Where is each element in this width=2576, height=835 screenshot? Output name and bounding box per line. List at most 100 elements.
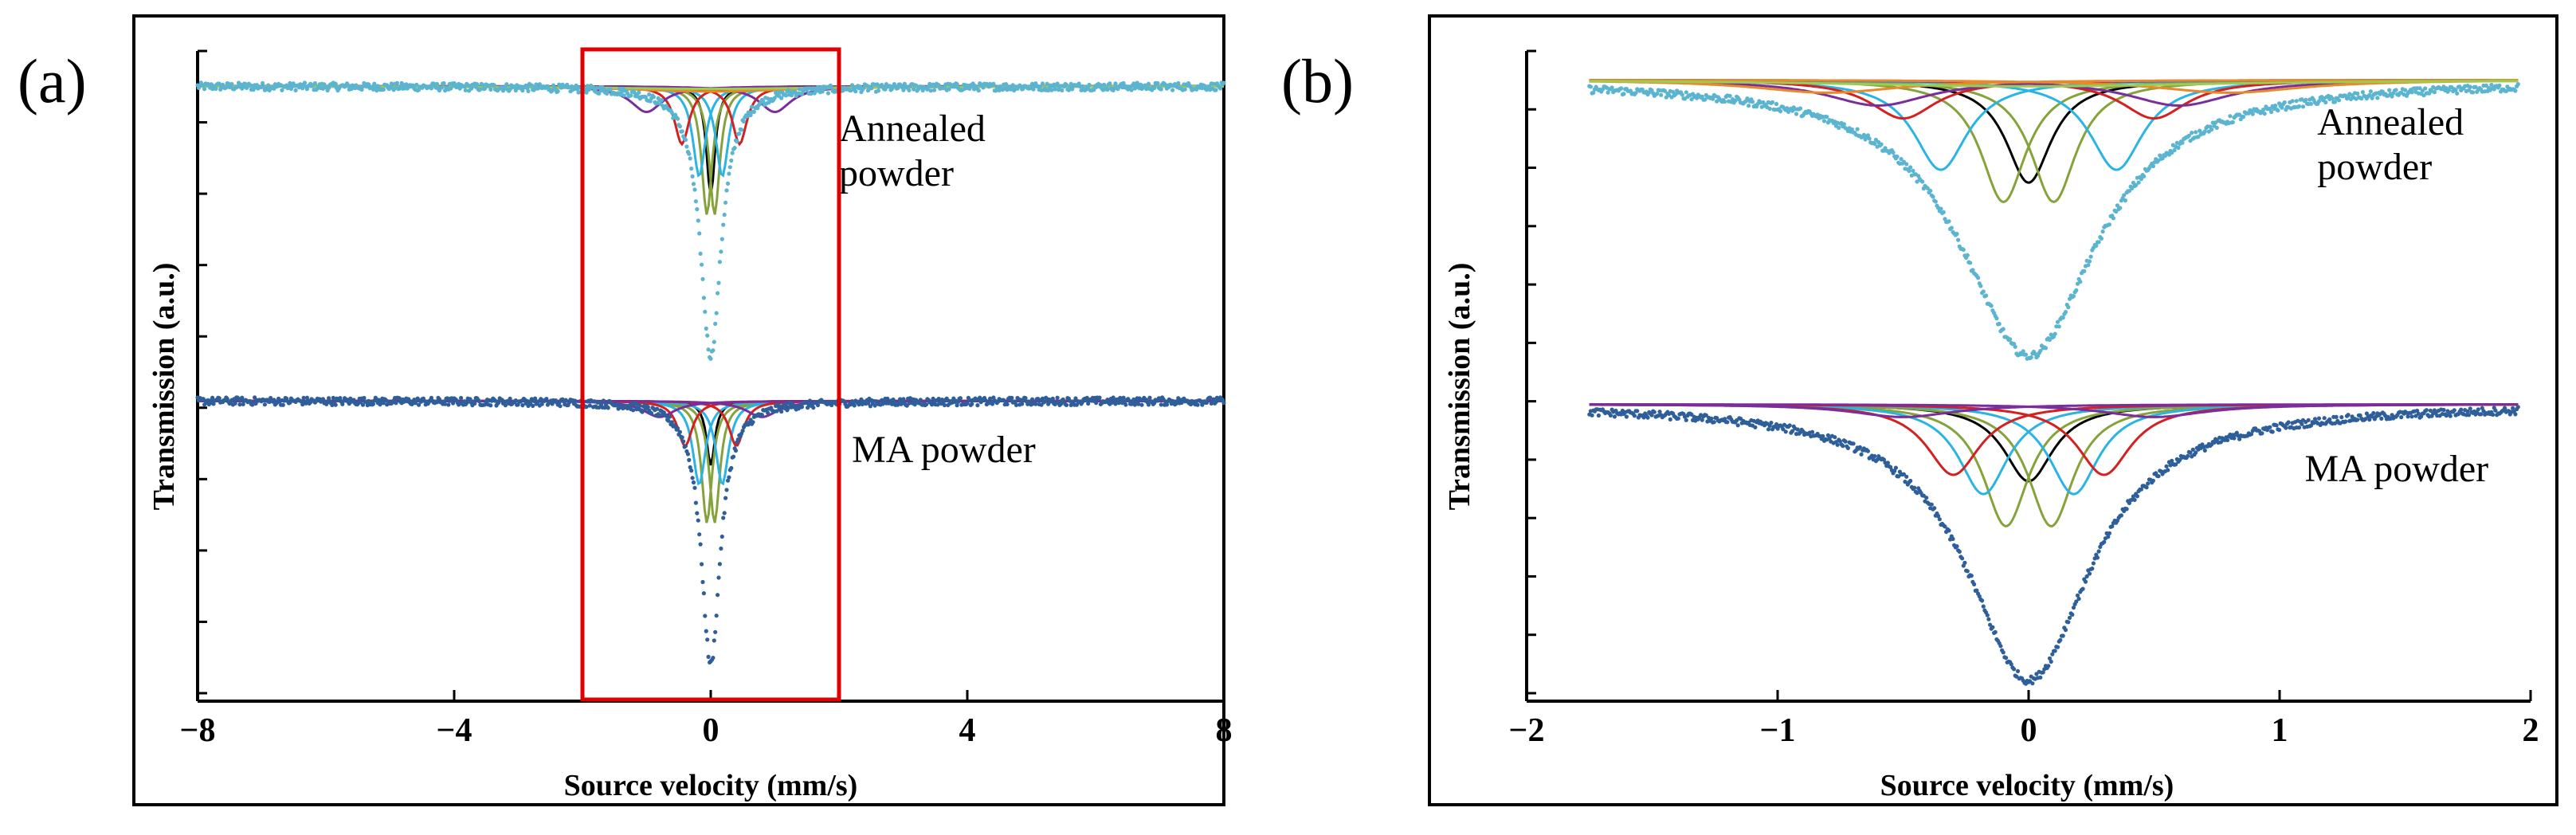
data-point: [725, 181, 731, 186]
data-point: [333, 81, 338, 86]
data-point: [406, 397, 411, 402]
data-point: [693, 199, 699, 204]
data-point: [640, 410, 645, 414]
data-point: [1855, 127, 1860, 131]
data-point: [2174, 462, 2178, 467]
data-point: [2296, 425, 2302, 430]
data-point: [2050, 652, 2055, 657]
data-point: [2122, 193, 2127, 198]
data-point: [410, 83, 416, 88]
x-tick-label-b: −1: [1760, 712, 1796, 749]
data-point: [2441, 407, 2446, 413]
data-point: [534, 82, 539, 87]
data-point: [288, 80, 292, 85]
component-curve: [198, 399, 1224, 447]
data-point: [1978, 284, 1983, 288]
data-point: [2468, 406, 2472, 411]
data-point: [1195, 402, 1200, 407]
data-point: [1170, 88, 1175, 92]
data-point: [1841, 122, 1846, 127]
data-point: [1907, 168, 1911, 174]
data-point: [2368, 89, 2373, 94]
data-point: [1655, 92, 1660, 96]
data-point: [557, 401, 562, 406]
data-point: [751, 420, 755, 425]
data-point: [2058, 637, 2063, 642]
data-point: [2196, 135, 2201, 139]
data-point: [1872, 453, 1877, 459]
data-point: [2497, 83, 2502, 88]
data-point: [669, 110, 674, 115]
series-label-a-0: Annealed: [839, 108, 986, 150]
data-point: [1159, 402, 1163, 407]
data-point: [2484, 83, 2488, 88]
data-point: [724, 488, 729, 492]
data-point: [371, 402, 375, 406]
data-point: [2308, 101, 2314, 106]
data-point: [331, 395, 335, 400]
data-point: [2371, 410, 2376, 416]
x-tick-label-b: 0: [2021, 712, 2037, 749]
data-point: [1033, 402, 1038, 406]
data-point: [1947, 219, 1951, 224]
data-point: [981, 85, 986, 90]
data-point: [2250, 112, 2255, 116]
data-point: [643, 95, 649, 100]
data-point: [1633, 91, 1638, 96]
data-point: [2190, 447, 2195, 452]
data-point: [1904, 162, 1909, 167]
data-point: [1767, 106, 1772, 112]
data-point: [1074, 402, 1079, 407]
data-point: [667, 414, 672, 419]
data-point: [1929, 502, 1934, 507]
data-point: [443, 402, 448, 406]
data-point: [2053, 649, 2057, 653]
data-point: [1676, 416, 1680, 421]
panel-a-frame: [132, 14, 1225, 806]
data-point: [2176, 145, 2181, 151]
data-point: [733, 448, 739, 453]
data-point: [1993, 629, 1998, 635]
data-point: [2043, 346, 2049, 351]
data-point: [853, 89, 858, 94]
data-point: [675, 425, 680, 431]
data-point: [2261, 108, 2266, 112]
data-point: [655, 406, 660, 411]
data-point: [687, 151, 692, 156]
data-point: [956, 399, 961, 404]
data-point: [1050, 396, 1055, 401]
data-point: [729, 158, 734, 163]
data-point: [1152, 85, 1157, 91]
data-point: [727, 165, 732, 170]
data-point: [2111, 216, 2115, 221]
data-point: [1943, 524, 1947, 529]
data-point: [280, 402, 285, 407]
data-point: [394, 401, 398, 406]
data-point: [704, 629, 708, 633]
data-point: [1867, 136, 1872, 141]
data-point: [1064, 402, 1069, 407]
data-point: [713, 321, 718, 326]
data-point: [2190, 131, 2194, 135]
data-point: [807, 398, 813, 403]
panel-b-xlabel: Source velocity (mm/s): [1880, 769, 2174, 802]
data-point: [914, 83, 919, 88]
data-point: [2225, 437, 2230, 443]
x-tick-label-b: 1: [2272, 712, 2288, 749]
data-point: [1031, 87, 1036, 92]
data-point: [1010, 83, 1015, 88]
data-point: [739, 127, 744, 132]
data-point: [2087, 571, 2092, 576]
data-point: [2327, 417, 2332, 422]
data-point: [722, 212, 727, 218]
data-point: [815, 402, 821, 408]
data-point: [869, 86, 874, 91]
data-point: [1920, 179, 1925, 184]
data-point: [692, 485, 697, 490]
data-point: [2096, 240, 2101, 245]
data-point: [2360, 90, 2365, 95]
data-point: [1723, 100, 1727, 104]
